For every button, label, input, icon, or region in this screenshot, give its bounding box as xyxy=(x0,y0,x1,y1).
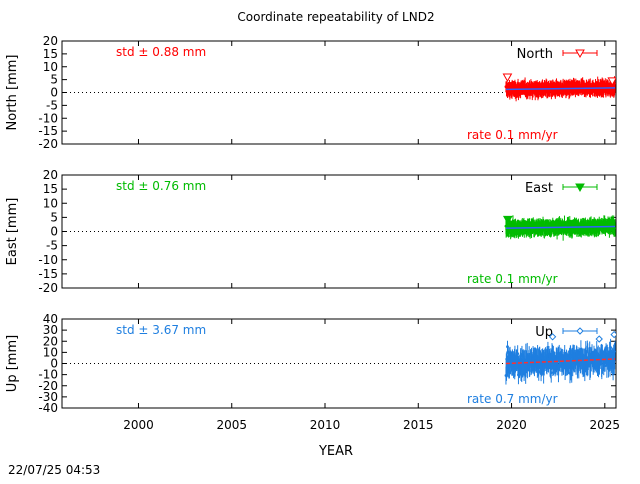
trend-line xyxy=(505,87,616,91)
y-tick-label: 20 xyxy=(43,334,58,348)
std-label: std ± 0.76 mm xyxy=(116,179,206,193)
y-axis-label: North [mm] xyxy=(5,55,20,131)
chart-title: Coordinate repeatability of LND2 xyxy=(237,10,434,24)
x-axis-label: YEAR xyxy=(318,444,353,459)
legend-marker xyxy=(575,49,585,59)
timestamp: 22/07/25 04:53 xyxy=(8,463,100,477)
y-tick-label: 15 xyxy=(43,47,58,61)
y-tick-label: 10 xyxy=(43,345,58,359)
x-tick-label: 2005 xyxy=(216,418,247,432)
x-tick-label: 2025 xyxy=(590,418,621,432)
x-axis-tick-labels: 2000 2005 2010 2015 2020 2025 xyxy=(123,418,620,432)
y-axis-label: Up [mm] xyxy=(5,335,20,392)
y-tick-label: -15 xyxy=(38,267,58,281)
y-tick-label: 15 xyxy=(43,182,58,196)
y-tick-label: 0 xyxy=(50,225,58,239)
legend-marker xyxy=(575,183,585,193)
legend-label: East xyxy=(525,181,553,196)
x-tick-label: 2015 xyxy=(403,418,434,432)
y-tick-label: -40 xyxy=(38,401,58,415)
data-point xyxy=(502,73,513,83)
y-axis-label: East [mm] xyxy=(5,198,20,266)
y-tick-label: -20 xyxy=(38,137,58,151)
x-tick-label: 2000 xyxy=(123,418,154,432)
data-point xyxy=(549,371,553,375)
y-tick-label: -5 xyxy=(46,239,58,253)
y-tick-label: 20 xyxy=(43,34,58,48)
std-label: std ± 0.88 mm xyxy=(116,45,206,59)
y-tick-label: 30 xyxy=(43,323,58,337)
legend-label: Up xyxy=(535,325,553,340)
data-series-north xyxy=(502,73,616,102)
trend-line xyxy=(505,358,616,365)
data-point xyxy=(548,333,557,341)
y-tick-label: -10 xyxy=(38,368,58,382)
data-point xyxy=(502,215,513,225)
legend: Up xyxy=(535,325,598,340)
rate-label: rate 0.7 mm/yr xyxy=(467,392,558,406)
y-tick-label: 10 xyxy=(43,60,58,74)
y-tick-label: -20 xyxy=(38,379,58,393)
y-tick-label: 5 xyxy=(50,73,58,87)
legend: North xyxy=(517,47,598,62)
data-series-up xyxy=(504,330,616,385)
trend-line xyxy=(505,225,616,229)
rate-label: rate 0.1 mm/yr xyxy=(467,272,558,286)
x-tick-label: 2020 xyxy=(496,418,527,432)
data-series-east xyxy=(502,215,616,241)
y-tick-label: -15 xyxy=(38,124,58,138)
y-tick-label: -10 xyxy=(38,111,58,125)
legend-label: North xyxy=(517,47,553,62)
rate-label: rate 0.1 mm/yr xyxy=(467,128,558,142)
data-point xyxy=(595,335,603,343)
y-tick-label: -20 xyxy=(38,281,58,295)
data-point xyxy=(610,330,616,339)
x-tick-label: 2010 xyxy=(310,418,341,432)
y-tick-label: -10 xyxy=(38,253,58,267)
y-tick-label: -5 xyxy=(46,98,58,112)
legend-marker xyxy=(576,327,584,335)
y-tick-label: 20 xyxy=(43,168,58,182)
legend: East xyxy=(525,181,598,196)
y-tick-label: -30 xyxy=(38,390,58,404)
y-tick-label: 10 xyxy=(43,196,58,210)
y-tick-label: 40 xyxy=(43,312,58,326)
std-label: std ± 3.67 mm xyxy=(116,323,206,337)
data-point xyxy=(607,77,616,86)
y-tick-label: 5 xyxy=(50,210,58,224)
y-tick-label: 0 xyxy=(50,357,58,371)
y-tick-label: 0 xyxy=(50,86,58,100)
data-point xyxy=(609,346,612,349)
